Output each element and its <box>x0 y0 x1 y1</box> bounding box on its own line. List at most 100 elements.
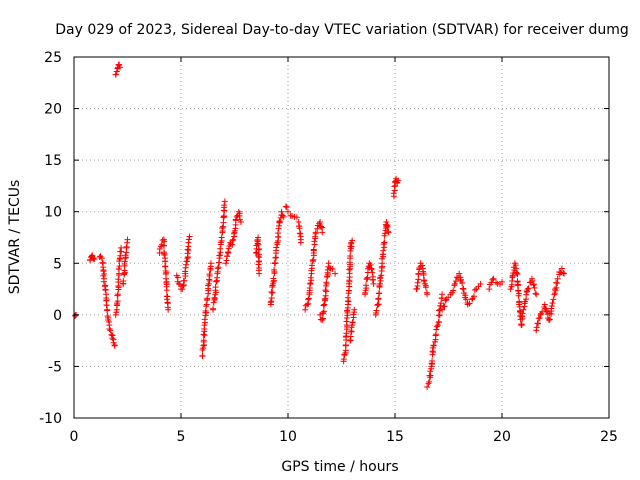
data-point <box>322 287 329 294</box>
data-point <box>179 286 186 293</box>
data-point <box>329 265 336 272</box>
data-point <box>436 307 443 314</box>
data-point <box>156 246 163 253</box>
data-point <box>450 287 457 294</box>
data-point <box>515 281 522 288</box>
data-point <box>282 203 289 210</box>
data-point <box>254 238 261 245</box>
data-point <box>515 292 522 299</box>
data-point <box>459 279 466 286</box>
data-point <box>103 302 110 309</box>
data-point <box>433 326 440 333</box>
data-point <box>184 246 191 253</box>
data-point <box>108 331 115 338</box>
data-point <box>551 286 558 293</box>
data-point <box>201 322 208 329</box>
data-point <box>429 357 436 364</box>
data-point <box>279 212 286 219</box>
data-point <box>344 294 351 301</box>
y-tick-label: 5 <box>53 256 62 272</box>
data-point <box>471 286 478 293</box>
data-point <box>314 225 321 232</box>
data-point <box>118 244 125 251</box>
y-tick-label: 0 <box>53 308 62 324</box>
data-point <box>162 263 169 270</box>
y-axis-label: SDTVAR / TECUs <box>7 180 23 295</box>
y-tick-label: 15 <box>44 153 62 169</box>
data-point <box>441 303 448 310</box>
data-point <box>395 177 402 184</box>
data-point <box>462 296 469 303</box>
data-point <box>490 275 497 282</box>
data-point <box>204 295 211 302</box>
data-point <box>520 306 527 313</box>
data-point <box>369 269 376 276</box>
data-point <box>430 342 437 349</box>
data-point <box>451 280 458 287</box>
data-point <box>312 229 319 236</box>
data-point <box>221 198 228 205</box>
data-point <box>321 301 328 308</box>
data-point <box>252 249 259 256</box>
data-point <box>176 281 183 288</box>
data-point <box>207 260 214 267</box>
data-point <box>106 326 113 333</box>
data-point <box>348 328 355 335</box>
data-point <box>212 284 219 291</box>
data-point <box>525 285 532 292</box>
data-point <box>434 322 441 329</box>
data-point <box>457 276 464 283</box>
data-point <box>297 239 304 246</box>
data-point <box>271 259 278 266</box>
data-point <box>549 299 556 306</box>
data-point <box>214 265 221 272</box>
data-point <box>533 291 540 298</box>
data-point <box>424 291 431 298</box>
data-point <box>477 280 484 287</box>
data-point <box>342 342 349 349</box>
data-point <box>362 289 369 296</box>
data-point <box>531 284 538 291</box>
data-point <box>374 302 381 309</box>
data-point <box>347 252 354 259</box>
data-point <box>200 331 207 338</box>
data-point <box>304 301 311 308</box>
data-point <box>186 233 193 240</box>
data-point <box>278 208 285 215</box>
data-point <box>415 276 422 283</box>
x-tick-label: 25 <box>600 429 618 445</box>
data-point <box>220 219 227 226</box>
data-point <box>323 279 330 286</box>
data-point <box>419 262 426 269</box>
data-point <box>348 240 355 247</box>
data-point <box>203 303 210 310</box>
data-point <box>229 237 236 244</box>
y-tick-label: -5 <box>48 359 62 375</box>
data-point <box>112 71 119 78</box>
data-point <box>230 230 237 237</box>
data-point <box>368 266 375 273</box>
data-point <box>165 306 172 313</box>
data-point <box>213 278 220 285</box>
data-point <box>518 321 525 328</box>
data-point <box>557 269 564 276</box>
data-point <box>310 256 317 263</box>
data-points <box>72 61 568 391</box>
data-point <box>276 217 283 224</box>
data-point <box>180 282 187 289</box>
data-point <box>206 276 213 283</box>
data-point <box>319 229 326 236</box>
data-point <box>100 278 107 285</box>
chart-title: Day 029 of 2023, Sidereal Day-to-day VTE… <box>55 22 629 38</box>
data-point <box>114 298 121 305</box>
data-point <box>561 270 568 277</box>
data-point <box>217 245 224 252</box>
data-point <box>181 277 188 284</box>
data-point <box>227 241 234 248</box>
data-point <box>89 252 96 259</box>
data-point <box>383 219 390 226</box>
data-point <box>116 61 123 68</box>
data-point <box>163 287 170 294</box>
data-point <box>268 295 275 302</box>
data-point <box>349 237 356 244</box>
